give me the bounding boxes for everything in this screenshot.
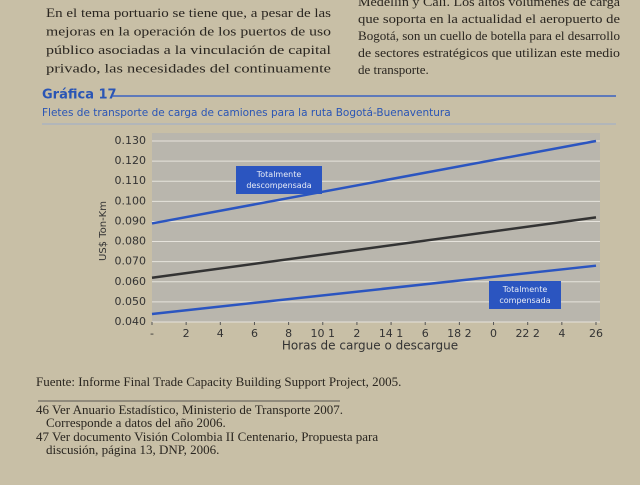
series-line — [151, 139, 597, 225]
paragraph-line: Medellín y Cali. Los altos volúmenes de … — [358, 0, 620, 9]
y-tick-label: 0.100 — [115, 194, 147, 207]
x-tick-label: 18 2 — [447, 327, 472, 340]
paragraph-line: que soporta en la actualidad el aeropuer… — [358, 11, 620, 26]
y-tick-label: 0.130 — [115, 134, 147, 147]
paragraph-line: En el tema portuario se tiene que, a pes… — [46, 5, 331, 20]
y-tick-label: 0.110 — [115, 174, 147, 187]
figure-label: Gráfica 17 — [42, 88, 117, 103]
y-tick-label: 0.120 — [115, 154, 147, 167]
x-tick-label: 0 — [490, 327, 497, 340]
footnote: 47 Ver documento Visión Colombia II Cent… — [36, 429, 378, 444]
x-tick-label: 4 — [558, 327, 565, 340]
footnote: Corresponde a datos del año 2006. — [46, 415, 226, 430]
paragraph-line: público asociadas a la vinculación de ca… — [46, 42, 331, 57]
x-tick-label: 10 1 — [311, 327, 336, 340]
series-line — [151, 216, 597, 279]
x-tick-label: 4 — [217, 327, 224, 340]
x-tick-label: 6 — [422, 327, 429, 340]
y-tick-label: 0.080 — [115, 235, 147, 248]
series-line — [151, 264, 597, 316]
y-tick-label: 0.040 — [115, 315, 147, 328]
y-tick-label: 0.090 — [115, 214, 147, 227]
x-tick-label: 26 — [589, 327, 603, 340]
y-tick-label: 0.050 — [115, 295, 147, 308]
x-tick-label: 14 1 — [379, 327, 404, 340]
x-tick-label: 8 — [285, 327, 292, 340]
x-tick-label: 6 — [251, 327, 258, 340]
y-tick-label: 0.070 — [115, 255, 147, 268]
y-tick-label: 0.060 — [115, 275, 147, 288]
x-tick-label: 22 2 — [515, 327, 540, 340]
series-label: Totalmente compensada — [489, 281, 561, 309]
paragraph-line: Bogotá, son un cuello de botella para el… — [358, 28, 620, 43]
x-axis-label: Horas de cargue o descargue — [282, 339, 458, 353]
paragraph-line: mejoras en la operación de los puertos d… — [46, 23, 331, 38]
source: Fuente: Informe Final Trade Capacity Bui… — [36, 374, 401, 389]
paragraph-line: privado, las necesidades del continuamen… — [46, 60, 331, 75]
x-tick-label: 2 — [353, 327, 360, 340]
footnote: 46 Ver Anuario Estadístico, Ministerio d… — [36, 402, 343, 417]
y-axis-label: US$ Ton-Km — [98, 201, 109, 261]
series-label: Totalmente descompensada — [236, 166, 322, 194]
paragraph-line: de sectores estratégicos que utilizan es… — [358, 45, 620, 60]
footnote: discusión, página 13, DNP, 2006. — [46, 442, 219, 457]
x-tick-label: 2 — [183, 327, 190, 340]
x-tick-label: - — [150, 327, 154, 340]
chart-title: Fletes de transporte de carga de camione… — [42, 107, 451, 119]
paragraph-line: de transporte. — [358, 62, 429, 77]
